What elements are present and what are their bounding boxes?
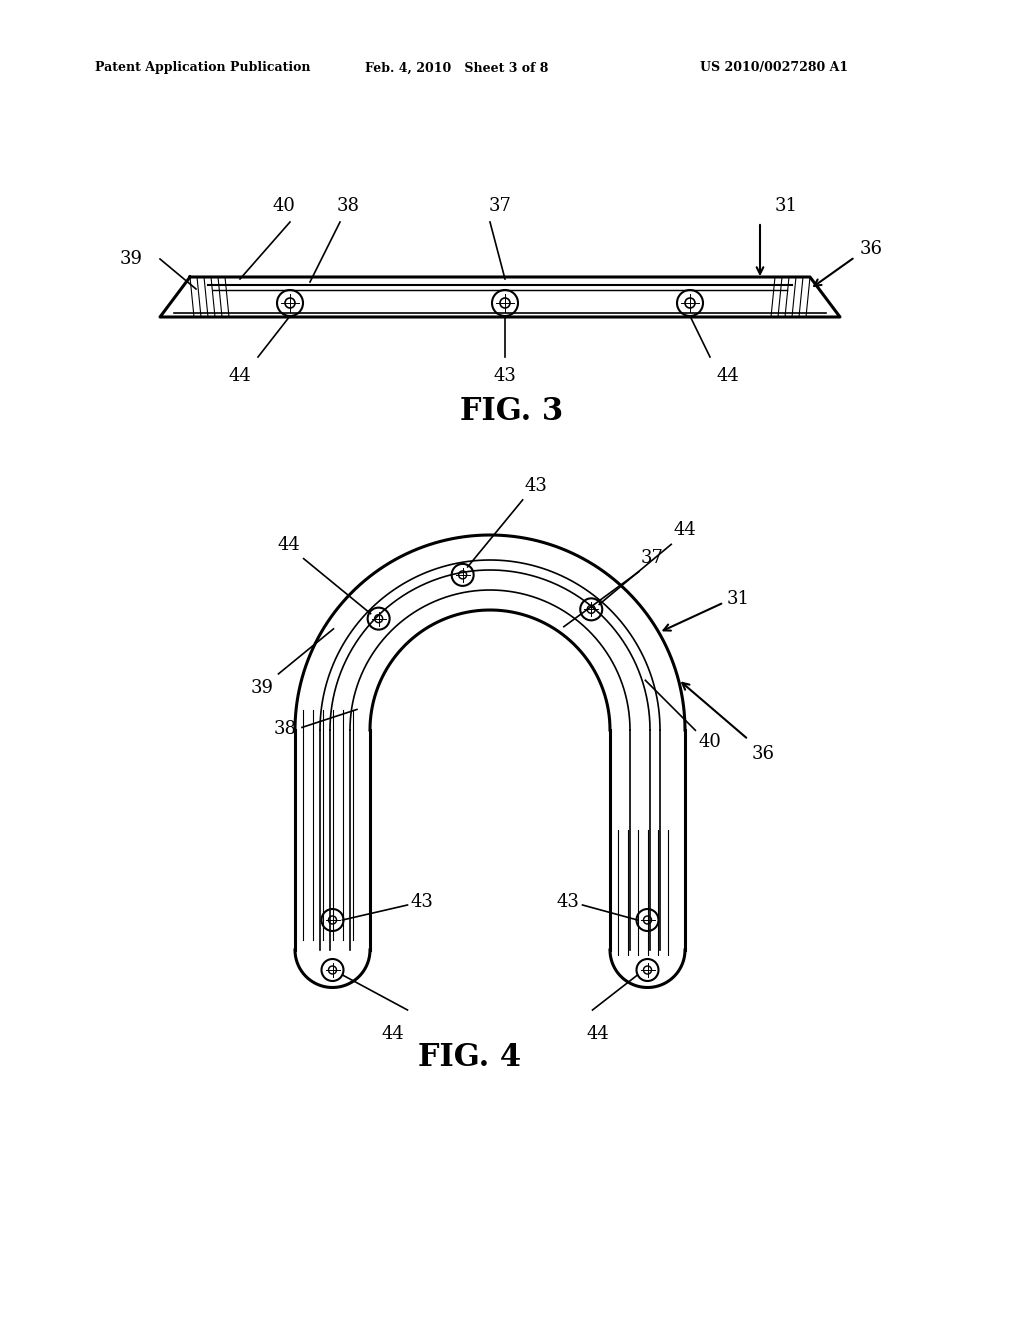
- Text: 40: 40: [272, 197, 296, 215]
- Text: 36: 36: [752, 744, 774, 763]
- Text: 36: 36: [860, 240, 883, 257]
- Text: 39: 39: [120, 249, 143, 268]
- Text: US 2010/0027280 A1: US 2010/0027280 A1: [700, 62, 848, 74]
- Text: 44: 44: [278, 536, 301, 553]
- Text: 44: 44: [586, 1026, 609, 1043]
- Text: Patent Application Publication: Patent Application Publication: [95, 62, 310, 74]
- Text: 38: 38: [337, 197, 359, 215]
- Text: 31: 31: [727, 590, 750, 609]
- Text: 38: 38: [274, 721, 297, 738]
- Text: 43: 43: [524, 477, 548, 495]
- Text: 44: 44: [381, 1026, 403, 1043]
- Text: 37: 37: [488, 197, 511, 215]
- Text: 43: 43: [494, 367, 516, 385]
- Text: 44: 44: [673, 521, 696, 540]
- Text: 44: 44: [228, 367, 251, 385]
- Text: 43: 43: [557, 894, 580, 911]
- Text: 37: 37: [641, 549, 664, 566]
- Text: 40: 40: [698, 734, 721, 751]
- Text: 39: 39: [251, 678, 273, 697]
- Text: 44: 44: [717, 367, 739, 385]
- Text: FIG. 3: FIG. 3: [461, 396, 563, 428]
- Text: Feb. 4, 2010   Sheet 3 of 8: Feb. 4, 2010 Sheet 3 of 8: [365, 62, 549, 74]
- Text: 43: 43: [411, 894, 433, 911]
- Text: 31: 31: [775, 197, 798, 215]
- Text: FIG. 4: FIG. 4: [419, 1041, 521, 1073]
